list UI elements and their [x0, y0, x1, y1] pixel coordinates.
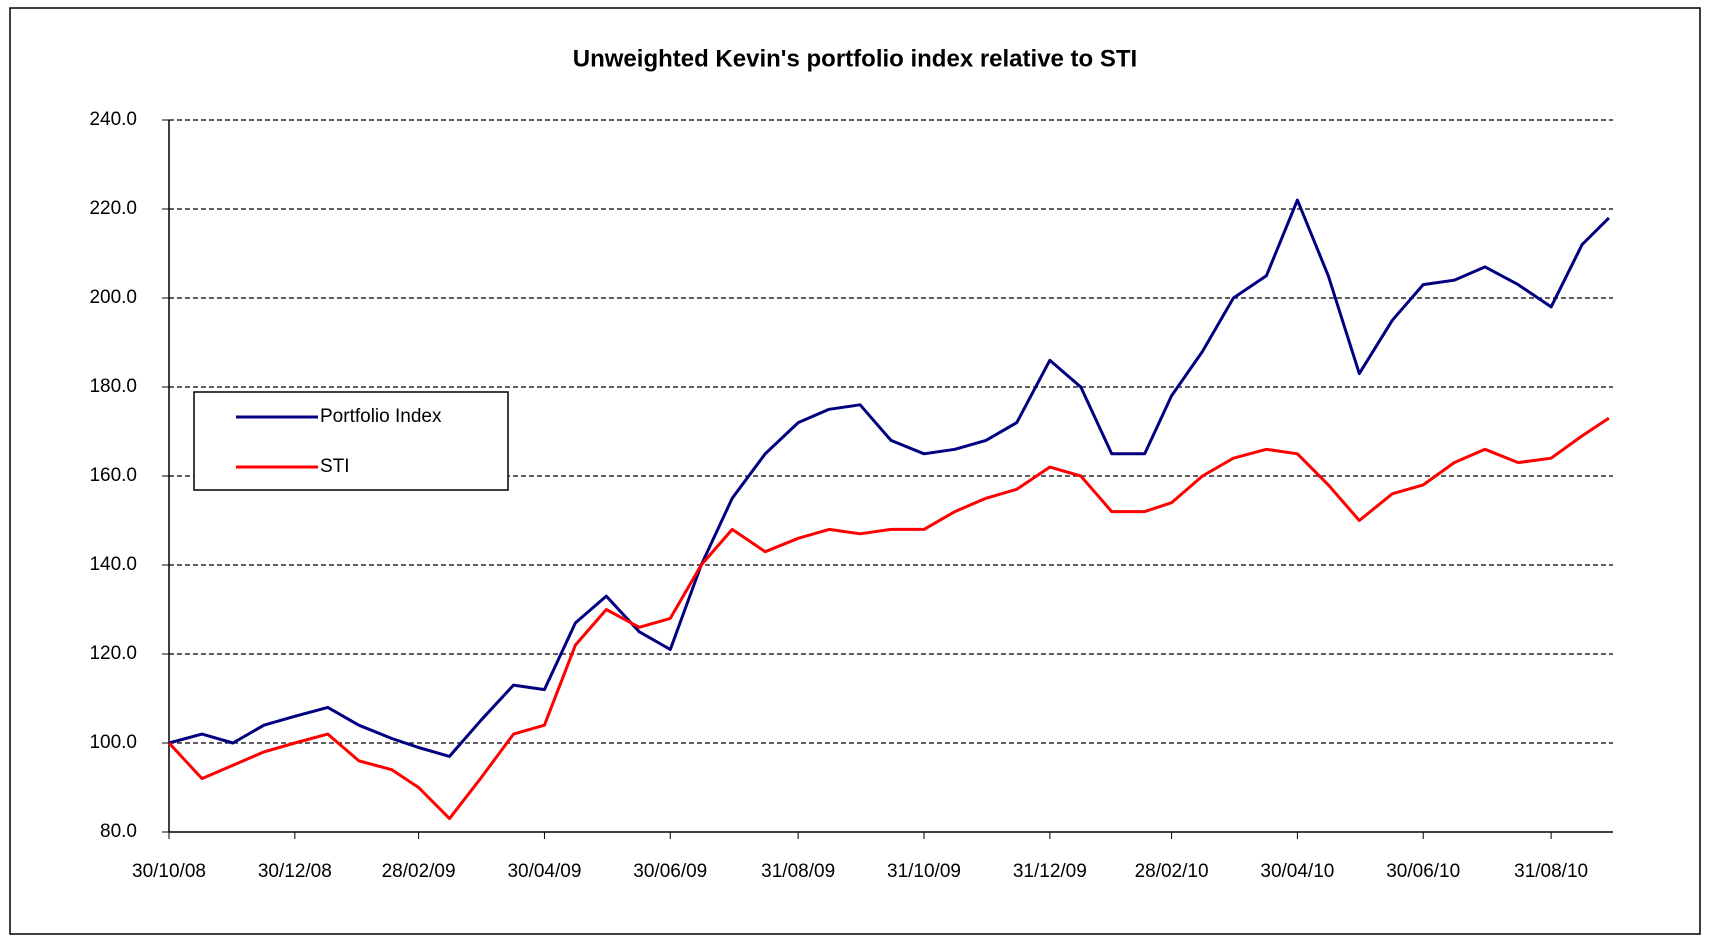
x-tick-label: 31/10/09 — [887, 861, 961, 882]
y-tick-label: 80.0 — [100, 821, 137, 842]
x-tick-label: 28/02/09 — [382, 861, 456, 882]
y-tick-label: 240.0 — [89, 109, 137, 130]
x-tick-label: 30/06/09 — [633, 861, 707, 882]
x-tick-label: 30/10/08 — [132, 861, 206, 882]
series-line — [167, 416, 1610, 821]
x-tick-label: 31/08/09 — [761, 861, 835, 882]
legend-box — [193, 391, 509, 491]
y-tick-label: 180.0 — [89, 376, 137, 397]
x-tick-label: 28/02/10 — [1135, 861, 1209, 882]
series-line — [168, 198, 1610, 758]
y-tick-label: 100.0 — [89, 732, 137, 753]
y-tick-label: 220.0 — [89, 198, 137, 219]
x-tick-label: 31/12/09 — [1013, 861, 1087, 882]
legend-label: STI — [320, 456, 350, 477]
y-tick-label: 200.0 — [89, 287, 137, 308]
x-tick-label: 30/04/10 — [1260, 861, 1334, 882]
x-tick-label: 31/08/10 — [1514, 861, 1588, 882]
legend-label: Portfolio Index — [320, 406, 442, 427]
y-tick-label: 160.0 — [89, 465, 137, 486]
chart-border — [9, 7, 1701, 935]
y-tick-label: 140.0 — [89, 554, 137, 575]
chart-title: Unweighted Kevin's portfolio index relat… — [573, 45, 1137, 72]
x-tick-label: 30/04/09 — [507, 861, 581, 882]
x-tick-label: 30/12/08 — [258, 861, 332, 882]
x-tick-label: 30/06/10 — [1386, 861, 1460, 882]
y-tick-label: 120.0 — [89, 643, 137, 664]
